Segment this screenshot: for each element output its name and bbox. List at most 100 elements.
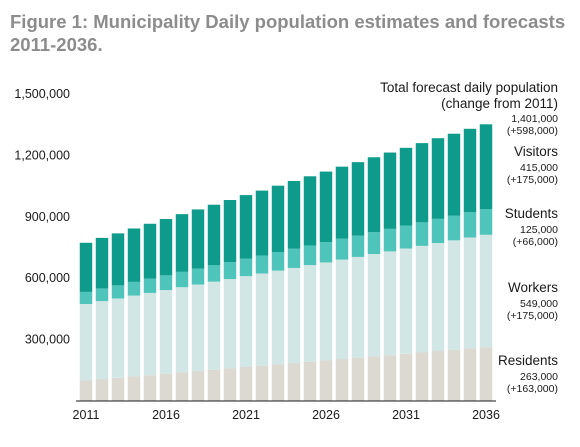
bar-segment-workers-2019: [207, 281, 221, 370]
bar-segment-visitors-2025: [303, 176, 317, 246]
x-tick-label: 2016: [152, 408, 180, 422]
bar-segment-residents-2014: [127, 376, 141, 401]
bar-segment-workers-2030: [383, 251, 397, 356]
bar-segment-students-2029: [367, 232, 381, 255]
bar-segment-students-2027: [335, 238, 349, 260]
bar-segment-workers-2028: [351, 256, 365, 358]
total-title: Total forecast daily population: [380, 80, 558, 95]
bar-segment-students-2021: [239, 258, 253, 277]
x-tick-label: 2036: [472, 408, 500, 422]
bar-segment-residents-2033: [431, 351, 445, 401]
total-change: (+598,000): [507, 125, 558, 137]
bar-segment-visitors-2034: [447, 133, 461, 216]
bar-segment-residents-2011: [79, 380, 93, 401]
bar-segment-workers-2023: [271, 270, 285, 365]
y-tick-label: 300,000: [25, 333, 70, 347]
bar-segment-workers-2020: [223, 279, 237, 369]
x-tick-label: 2026: [312, 408, 340, 422]
residents-label: Residents: [498, 353, 558, 368]
residents-value: 263,000: [520, 371, 558, 383]
bar-segment-students-2032: [415, 222, 429, 246]
bar-segment-workers-2029: [367, 254, 381, 357]
bar-segment-residents-2026: [319, 360, 333, 401]
y-tick-label: 1,500,000: [14, 87, 70, 101]
bar-segment-visitors-2012: [95, 237, 109, 289]
bar-segment-residents-2024: [287, 363, 301, 401]
bar-segment-workers-2012: [95, 301, 109, 380]
bar-segment-visitors-2029: [367, 157, 381, 233]
bar-segment-students-2026: [319, 242, 333, 263]
bar-segment-workers-2011: [79, 303, 93, 381]
bar-segment-students-2030: [383, 228, 397, 252]
bar-segment-residents-2035: [463, 348, 477, 401]
total-value: 1,401,000: [511, 113, 558, 125]
bar-segment-residents-2036: [479, 347, 493, 401]
bar-segment-residents-2032: [415, 352, 429, 401]
x-tick-label: 2021: [232, 408, 260, 422]
bar-segment-visitors-2033: [431, 138, 445, 219]
bar-segment-students-2033: [431, 218, 445, 243]
residents-change: (+163,000): [507, 383, 558, 395]
bar-segment-residents-2023: [271, 364, 285, 401]
visitors-change: (+175,000): [507, 174, 558, 186]
bar-segment-students-2011: [79, 291, 93, 304]
bar-segment-students-2017: [175, 271, 189, 288]
bar-segment-visitors-2017: [175, 214, 189, 272]
bar-segment-visitors-2030: [383, 152, 397, 229]
students-value: 125,000: [520, 224, 558, 236]
bar-segment-workers-2018: [191, 284, 205, 372]
y-tick-label: 1,200,000: [14, 148, 70, 162]
bar-segment-residents-2019: [207, 369, 221, 401]
bar-segment-residents-2027: [335, 359, 349, 401]
bar-segment-visitors-2028: [351, 162, 365, 236]
bar-segment-workers-2021: [239, 276, 253, 368]
chart-title: Figure 1: Municipality Daily population …: [10, 11, 566, 55]
students-change: (+66,000): [513, 236, 558, 248]
bar-segment-visitors-2035: [463, 128, 477, 213]
bar-segment-visitors-2013: [111, 233, 125, 286]
bar-segment-workers-2014: [127, 295, 141, 377]
bar-segment-students-2035: [463, 212, 477, 238]
bar-segment-residents-2012: [95, 379, 109, 401]
bar-segment-students-2016: [159, 275, 173, 291]
bar-segment-students-2019: [207, 265, 221, 282]
bar-segment-workers-2032: [415, 245, 429, 353]
bar-segment-residents-2013: [111, 377, 125, 401]
bar-segment-workers-2022: [255, 273, 269, 366]
bar-segment-residents-2028: [351, 357, 365, 401]
bar-segment-visitors-2011: [79, 242, 93, 292]
bar-segment-residents-2025: [303, 361, 317, 401]
bar-segment-visitors-2021: [239, 195, 253, 259]
bar-segment-residents-2029: [367, 356, 381, 401]
bar-segment-workers-2033: [431, 243, 445, 352]
bar-segment-residents-2020: [223, 368, 237, 401]
total-subtitle: (change from 2011): [441, 96, 558, 111]
bar-segment-workers-2016: [159, 290, 173, 374]
workers-change: (+175,000): [507, 310, 558, 322]
bar-segment-students-2036: [479, 209, 493, 235]
bar-segment-visitors-2024: [287, 180, 301, 249]
bar-segment-workers-2027: [335, 259, 349, 360]
bar-segment-workers-2036: [479, 234, 493, 348]
bar-segment-visitors-2036: [479, 124, 493, 210]
bar-segment-students-2015: [143, 278, 157, 293]
bar-segment-workers-2035: [463, 237, 477, 349]
bar-segment-workers-2017: [175, 287, 189, 373]
bar-segment-residents-2018: [191, 371, 205, 401]
bar-segment-workers-2026: [319, 262, 333, 361]
bar-segment-visitors-2031: [399, 147, 413, 226]
bar-segment-workers-2013: [111, 298, 125, 378]
bar-segment-residents-2015: [143, 375, 157, 401]
bar-segment-residents-2017: [175, 372, 189, 401]
visitors-value: 415,000: [520, 162, 558, 174]
bar-segment-residents-2021: [239, 367, 253, 401]
bar-segment-workers-2034: [447, 240, 461, 350]
bar-segment-students-2020: [223, 262, 237, 280]
bar-segment-workers-2025: [303, 265, 317, 362]
bar-segment-students-2034: [447, 215, 461, 241]
bar-segment-students-2014: [127, 281, 141, 296]
bar-segment-students-2022: [255, 255, 269, 274]
bar-segment-students-2031: [399, 225, 413, 249]
bar-segment-students-2028: [351, 235, 365, 257]
